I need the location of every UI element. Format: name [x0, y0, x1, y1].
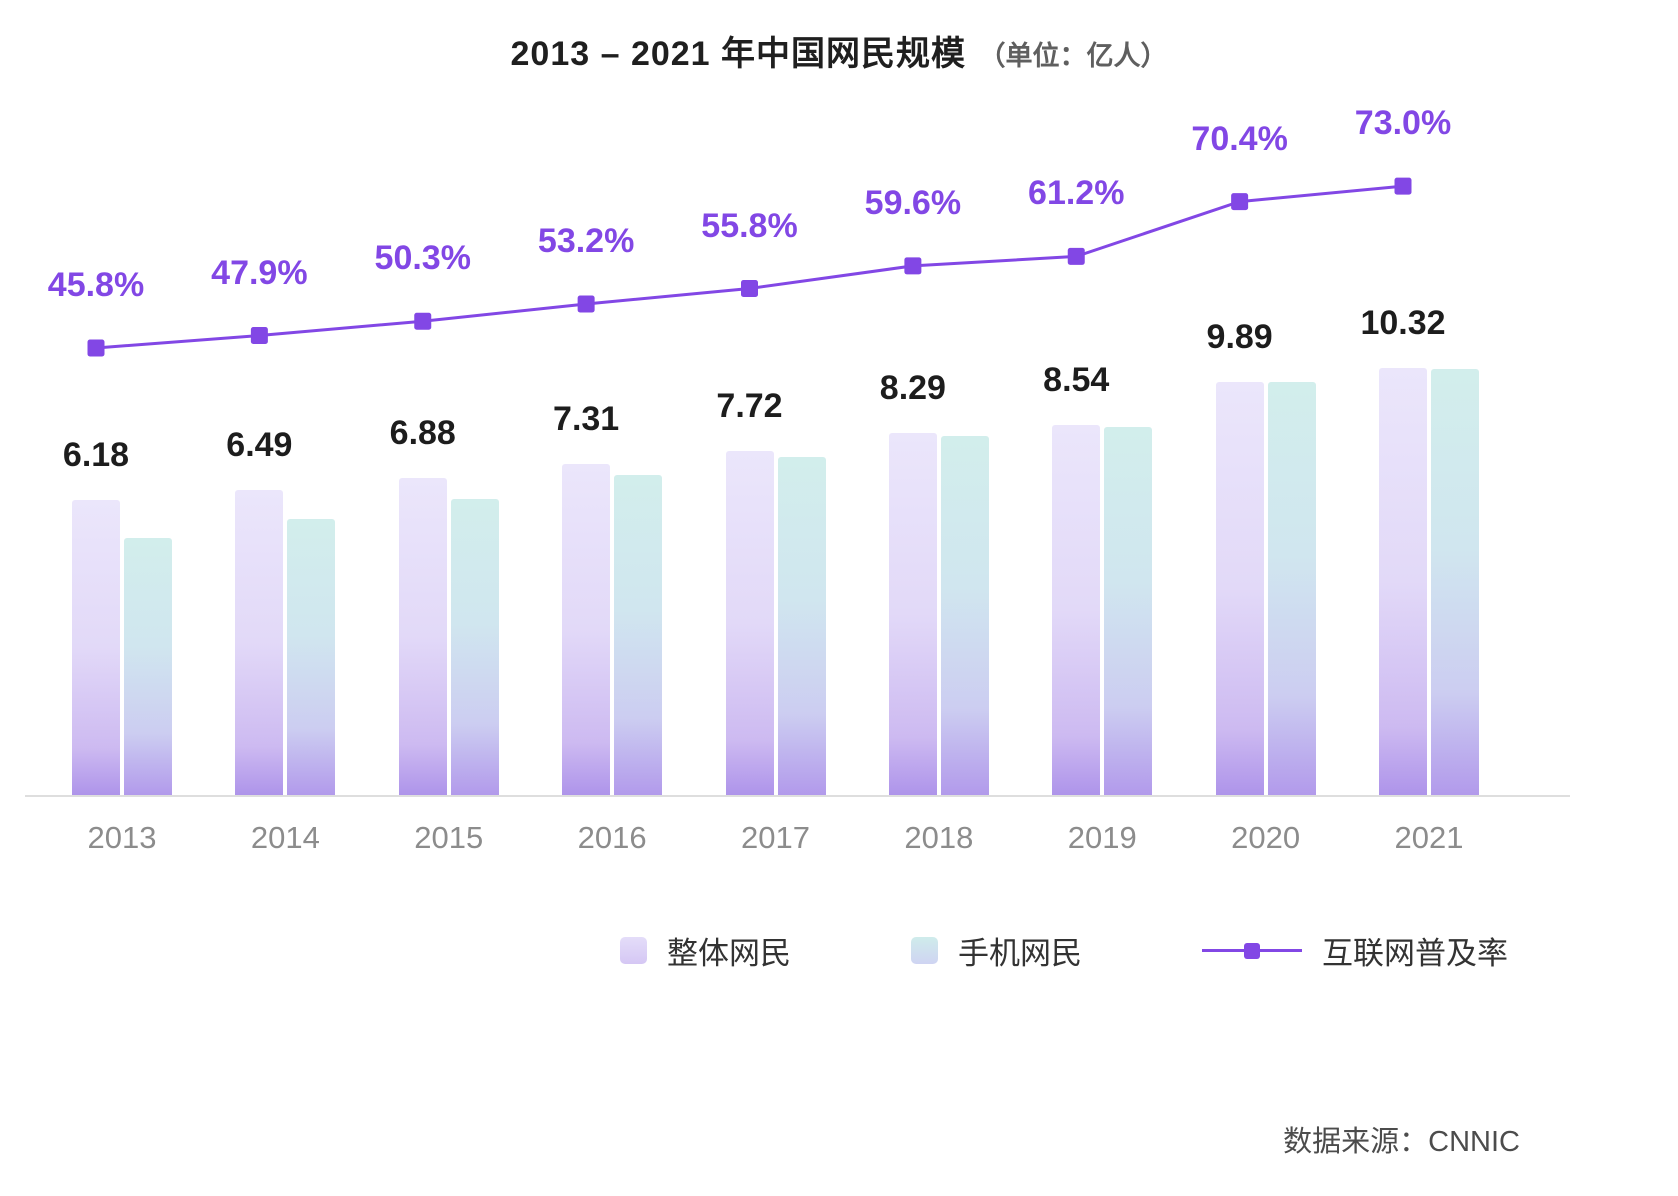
legend-label-mobile: 手机网民	[958, 936, 1082, 971]
bar-mobile-netizens	[124, 537, 172, 795]
x-axis-year-label: 2021	[1394, 820, 1464, 855]
legend-item-total-netizens: 整体网民	[620, 928, 791, 973]
line-marker	[904, 257, 922, 275]
chart-title-unit: （单位：亿人）	[978, 41, 1168, 71]
penetration-rate-label: 61.2%	[1028, 174, 1125, 213]
chart-title-main: 2013 – 2021 年中国网民规模	[510, 35, 967, 73]
legend: 整体网民 手机网民 互联网普及率	[620, 928, 1508, 973]
bar-value-label: 10.32	[1360, 303, 1446, 342]
bar-mobile-netizens	[450, 499, 499, 795]
line-marker	[1231, 193, 1249, 211]
line-marker	[741, 280, 758, 297]
penetration-rate-label: 70.4%	[1191, 119, 1288, 158]
penetration-rate-label: 55.8%	[701, 206, 798, 245]
line-marker	[250, 327, 268, 345]
line-marker	[1394, 177, 1412, 195]
bar-value-label: 6.88	[389, 413, 456, 452]
bar-total-netizens	[562, 463, 611, 795]
bar-total-netizens	[1215, 381, 1264, 795]
legend-item-mobile-netizens: 手机网民	[911, 928, 1082, 973]
bar-total-netizens	[1052, 424, 1101, 795]
x-axis-year-label: 2014	[250, 820, 320, 855]
bar-value-label: 6.49	[226, 425, 293, 464]
line-marker	[577, 295, 595, 313]
line-marker	[87, 339, 105, 357]
chart-title: 2013 – 2021 年中国网民规模 （单位：亿人）	[0, 26, 1678, 75]
penetration-rate-label: 53.2%	[537, 221, 635, 260]
penetration-rate-label: 50.3%	[374, 239, 471, 278]
x-axis-year-label: 2016	[577, 820, 647, 855]
bar-total-netizens	[888, 432, 937, 795]
legend-item-penetration-rate: 互联网普及率	[1202, 928, 1508, 973]
penetration-rate-label: 73.0%	[1354, 104, 1452, 143]
line-marker	[414, 312, 432, 330]
bar-total-netizens	[398, 477, 447, 795]
x-axis-year-label: 2019	[1067, 820, 1137, 855]
x-axis-year-label: 2017	[741, 820, 810, 855]
x-axis-year-label: 2015	[414, 820, 484, 855]
bar-mobile-netizens	[1431, 368, 1479, 795]
bar-value-label: 9.89	[1206, 317, 1273, 356]
line-marker-icon	[1244, 942, 1260, 959]
x-axis-line	[25, 795, 1570, 797]
mobile-netizens-swatch-icon	[911, 937, 938, 964]
bar-value-label: 7.72	[716, 386, 783, 425]
x-axis-year-label: 2013	[87, 820, 157, 855]
bar-mobile-netizens	[1104, 426, 1153, 795]
legend-label-total: 整体网民	[667, 936, 791, 971]
bar-total-netizens	[235, 489, 284, 795]
bar-mobile-netizens	[287, 519, 336, 795]
bar-value-label: 8.54	[1043, 360, 1110, 399]
penetration-line-icon	[1202, 942, 1302, 959]
bar-mobile-netizens	[777, 456, 826, 795]
bar-value-label: 6.18	[62, 435, 130, 474]
bar-total-netizens	[72, 499, 120, 795]
total-netizens-swatch-icon	[620, 937, 647, 964]
bar-mobile-netizens	[940, 436, 989, 795]
penetration-rate-label: 59.6%	[864, 183, 962, 222]
bar-total-netizens	[725, 450, 774, 795]
bar-value-label: 8.29	[879, 368, 946, 407]
legend-label-penetration: 互联网普及率	[1322, 936, 1508, 971]
bar-mobile-netizens	[1267, 382, 1316, 795]
bar-value-label: 7.31	[553, 399, 620, 438]
bar-total-netizens	[1379, 367, 1427, 795]
line-marker	[1067, 247, 1085, 265]
x-axis-year-label: 2018	[904, 820, 974, 855]
penetration-rate-label: 45.8%	[47, 266, 145, 304]
penetration-rate-label: 47.9%	[211, 253, 308, 292]
bar-mobile-netizens	[614, 475, 663, 795]
x-axis-year-label: 2020	[1231, 820, 1301, 855]
source-note: 数据来源：CNNIC	[1283, 1126, 1520, 1158]
